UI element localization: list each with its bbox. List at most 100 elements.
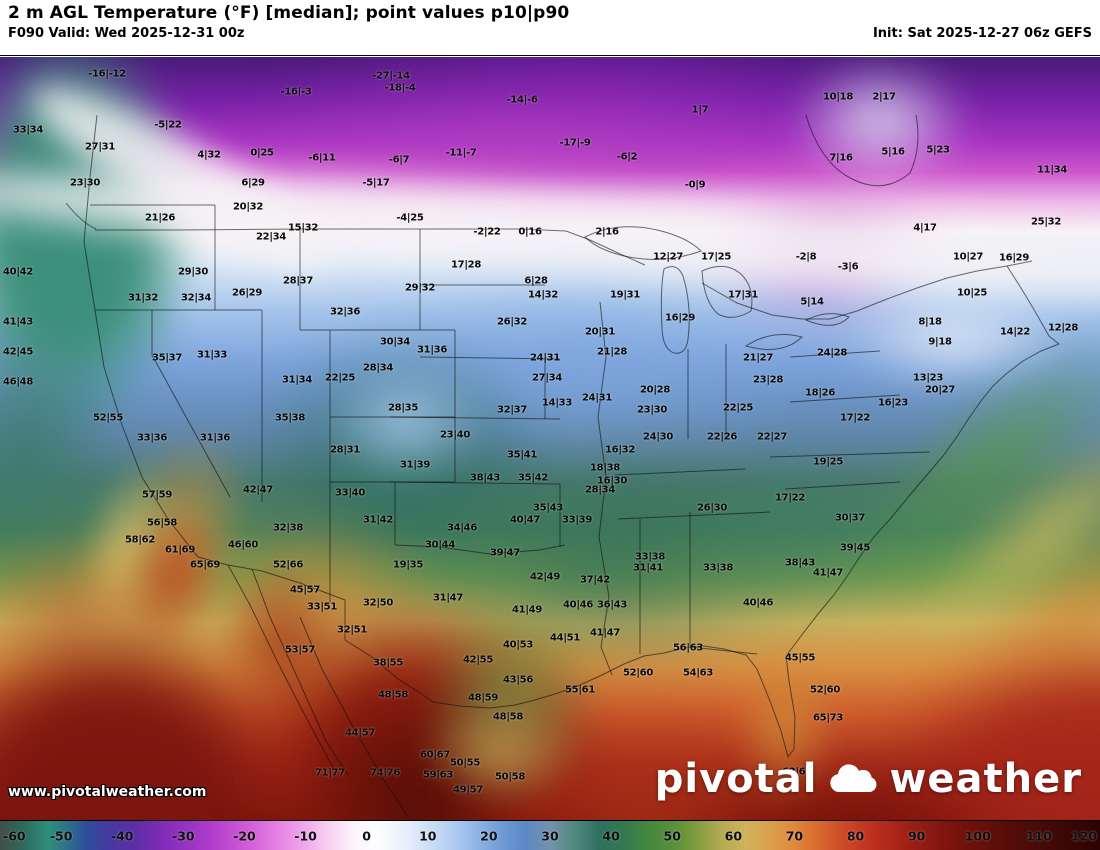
point-value: 50|55 [450, 757, 480, 769]
point-value: 16|29 [665, 312, 695, 324]
point-value: 41|47 [590, 627, 620, 639]
point-value: 31|34 [282, 374, 312, 386]
point-value: 32|51 [337, 624, 367, 636]
point-value: 40|46 [743, 597, 773, 609]
point-value: 37|42 [580, 574, 610, 586]
colorbar-tick: -60 [3, 828, 26, 843]
point-value: -5|17 [362, 177, 390, 189]
point-value: 57|59 [142, 489, 172, 501]
point-value: 35|37 [152, 352, 182, 364]
point-value: 29|30 [178, 266, 208, 278]
colorbar: -60 -50 -40 -30 -20 -10 0 10 20 30 40 50 60 70 80 90 100… [0, 820, 1100, 850]
point-value: 19|25 [813, 456, 843, 468]
point-value: 50|58 [495, 771, 525, 783]
point-value: 27|31 [85, 141, 115, 153]
point-value: -17|-9 [559, 137, 591, 149]
point-value: 41|47 [813, 567, 843, 579]
point-value: 17|22 [840, 412, 870, 424]
point-value: 28|34 [585, 484, 615, 496]
point-value: 18|26 [805, 387, 835, 399]
colorbar-tick: 110 [1025, 828, 1052, 843]
point-value: 26|30 [697, 502, 727, 514]
point-value: 0|16 [518, 226, 542, 238]
point-value: -6|11 [308, 152, 336, 164]
point-value: 23|30 [637, 404, 667, 416]
point-value: 24|31 [582, 392, 612, 404]
point-value: 65|73 [813, 712, 843, 724]
point-value: 22|27 [757, 431, 787, 443]
point-value: 29|32 [405, 282, 435, 294]
point-value: 33|40 [335, 487, 365, 499]
point-value: 42|47 [243, 484, 273, 496]
point-value: 31|41 [633, 562, 663, 574]
point-value: 22|34 [256, 231, 286, 243]
point-value: 14|32 [528, 289, 558, 301]
point-value: 63|69 [782, 766, 812, 778]
point-value: 74|76 [370, 767, 400, 779]
point-value: 2|17 [872, 91, 896, 103]
point-value: 45|55 [785, 652, 815, 664]
point-value: 21|26 [145, 212, 175, 224]
point-value: 35|38 [275, 412, 305, 424]
point-value: 20|27 [925, 384, 955, 396]
point-value: 24|28 [817, 347, 847, 359]
point-value: 30|37 [835, 512, 865, 524]
point-value: 42|49 [530, 571, 560, 583]
point-value: -16|-12 [88, 68, 126, 80]
point-value: 0|25 [250, 147, 274, 159]
point-value: 17|28 [451, 259, 481, 271]
point-value: 10|18 [823, 91, 853, 103]
point-value: 49|57 [453, 784, 483, 796]
point-value: 10|25 [957, 287, 987, 299]
point-value: 39|45 [840, 542, 870, 554]
point-value: 33|38 [703, 562, 733, 574]
point-value: 6|29 [241, 177, 265, 189]
point-value: -4|25 [396, 212, 424, 224]
colorbar-tick: 0 [362, 828, 372, 843]
map-header: 2 m AGL Temperature (°F) [median]; point… [0, 0, 1100, 56]
point-value: 48|59 [468, 692, 498, 704]
point-value: 16|29 [999, 252, 1029, 264]
colorbar-tick: -40 [110, 828, 134, 843]
point-value: 53|57 [285, 644, 315, 656]
point-value: 15|32 [288, 222, 318, 234]
point-value: 42|55 [463, 654, 493, 666]
point-value: 23|30 [70, 177, 100, 189]
point-value: 17|22 [775, 492, 805, 504]
point-value: 20|31 [585, 326, 615, 338]
point-value: -0|9 [684, 179, 706, 191]
watermark-url: www.pivotalweather.com [8, 784, 207, 800]
point-value: 33|34 [13, 124, 43, 136]
point-value: 5|14 [800, 296, 824, 308]
point-value: 56|63 [673, 642, 703, 654]
point-value: 33|51 [307, 601, 337, 613]
point-value: -6|2 [616, 151, 638, 163]
point-value: 33|39 [562, 514, 592, 526]
point-value: 24|30 [643, 431, 673, 443]
logo-text-weather: weather [889, 756, 1082, 802]
point-value: 30|44 [425, 539, 455, 551]
point-value: 5|23 [926, 144, 950, 156]
forecast-map[interactable]: -16|-12 -16|-3 -27|-14 -18|-4 -14|-6 -17|-9 -1… [0, 57, 1100, 820]
point-value: 26|32 [497, 316, 527, 328]
point-value: 35|43 [533, 502, 563, 514]
point-value: 8|18 [918, 316, 942, 328]
colorbar-tick: 70 [785, 828, 804, 843]
point-value: 21|28 [597, 346, 627, 358]
point-value: 1|7 [691, 104, 709, 116]
point-value: 34|46 [447, 522, 477, 534]
point-value: 31|32 [128, 292, 158, 304]
colorbar-tick: 30 [541, 828, 559, 843]
point-value: -2|8 [795, 251, 817, 263]
point-value: 2|16 [595, 226, 619, 238]
point-value: 38|43 [470, 472, 500, 484]
colorbar-tick: -50 [49, 828, 73, 843]
point-value: -3|6 [837, 261, 859, 273]
point-value: 31|36 [417, 344, 447, 356]
point-value: -16|-3 [280, 86, 312, 98]
point-value: 18|38 [590, 462, 620, 474]
point-value: 45|57 [290, 584, 320, 596]
point-value: 52|60 [623, 667, 653, 679]
point-value: 40|42 [3, 266, 33, 278]
point-value: -6|7 [388, 154, 410, 166]
